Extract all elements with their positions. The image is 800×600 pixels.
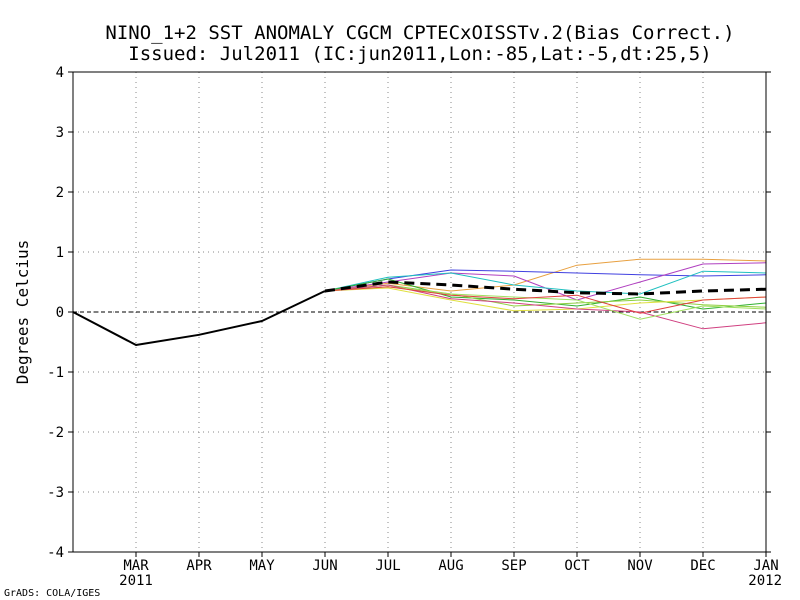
- x-tick-year-label: 2011: [119, 573, 153, 589]
- series-line-member-cyan: [324, 270, 767, 295]
- y-tick-label: 1: [56, 245, 64, 261]
- series-line-member-red: [324, 286, 767, 314]
- y-axis-ticks: -4 -3 -2 -1 0 1 2 3 4: [47, 65, 771, 561]
- series-line-member-yellow-green: [324, 284, 767, 308]
- x-tick-label: AUG: [438, 558, 463, 574]
- y-tick-label: 0: [56, 305, 64, 321]
- x-tick-label: JUL: [375, 558, 400, 574]
- series-lines: [72, 258, 767, 346]
- series-line-observed: [72, 290, 326, 346]
- x-tick-year-label: 2012: [748, 573, 782, 589]
- chart-subtitle: Issued: Jul2011 (IC:jun2011,Lon:-85,Lat:…: [128, 43, 711, 65]
- credit-label: GrADS: COLA/IGES: [4, 588, 100, 599]
- y-tick-label: -1: [47, 365, 64, 381]
- x-tick-label: JAN: [753, 558, 778, 574]
- y-tick-label: 2: [56, 185, 64, 201]
- x-tick-label: NOV: [627, 558, 653, 574]
- series-line-member-yellow: [324, 287, 767, 312]
- series-line-member-magenta: [324, 284, 767, 330]
- series-line-member-green: [324, 278, 767, 310]
- y-axis-label: Degrees Celcius: [13, 240, 32, 385]
- x-tick-label: DEC: [690, 558, 715, 574]
- x-tick-label: SEP: [501, 558, 526, 574]
- series-line-ensemble-mean: [324, 280, 767, 296]
- y-tick-label: -4: [47, 545, 64, 561]
- x-tick-label: MAY: [249, 558, 275, 574]
- chart-title: NINO_1+2 SST ANOMALY CGCM CPTECxOISSTv.2…: [105, 22, 734, 44]
- y-tick-label: 4: [56, 65, 64, 81]
- y-tick-label: -3: [47, 485, 64, 501]
- series-line-member-orange: [324, 258, 767, 292]
- y-tick-label: 3: [56, 125, 64, 141]
- x-tick-label: MAR: [123, 558, 149, 574]
- x-tick-label: OCT: [564, 558, 590, 574]
- series-line-member-blue: [324, 269, 767, 292]
- x-tick-label: APR: [186, 558, 212, 574]
- x-tick-label: JUN: [312, 558, 337, 574]
- y-tick-label: -2: [47, 425, 64, 441]
